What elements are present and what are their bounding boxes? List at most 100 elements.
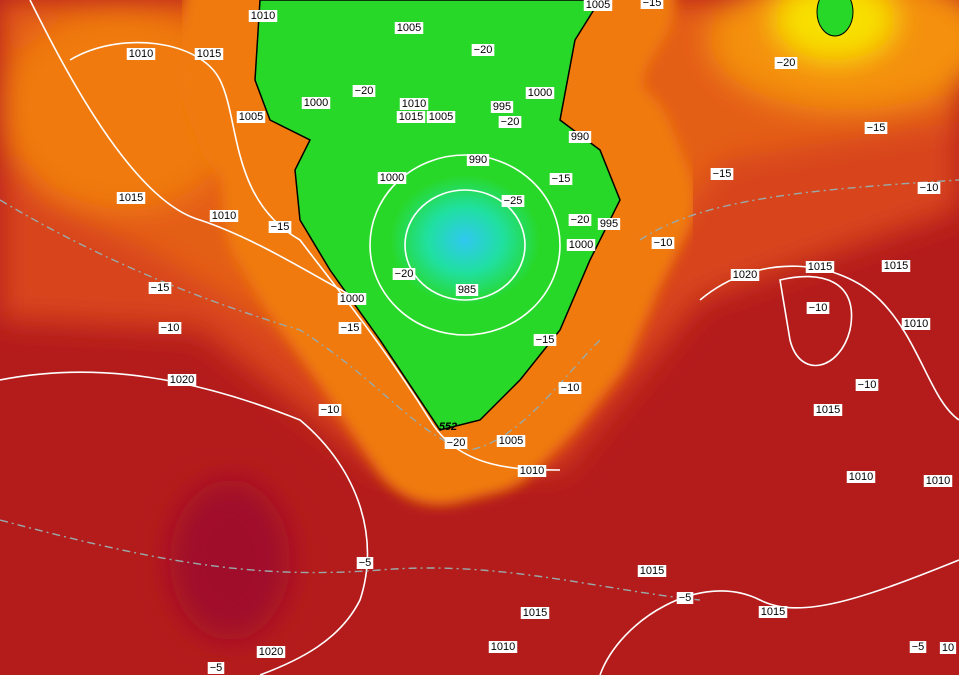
pressure-label-box [805, 261, 835, 273]
pressure-label-box [455, 284, 479, 296]
temperature-label-box [568, 214, 592, 226]
pressure-label: 1020 [259, 646, 283, 658]
pressure-label: 10 [942, 642, 954, 654]
pressure-label: 1015 [523, 607, 547, 619]
pressure-label-box [517, 465, 547, 477]
temperature-label-box [533, 334, 557, 346]
temperature-label: −5 [359, 557, 372, 569]
pressure-label: 1005 [429, 111, 453, 123]
cold-center [390, 175, 540, 305]
pressure-label-box [426, 111, 456, 123]
temperature-label: −20 [777, 57, 796, 69]
pressure-label-box [337, 293, 367, 305]
pressure-label: 985 [458, 284, 476, 296]
pressure-label: 1000 [528, 87, 552, 99]
pressure-label-box [568, 131, 592, 143]
pressure-label: 1015 [884, 260, 908, 272]
pressure-label-box [881, 260, 911, 272]
contour-label: 552 [439, 421, 457, 433]
cold-region [816, 0, 854, 37]
temperature-label-box [710, 168, 734, 180]
pressure-label: 1010 [904, 318, 928, 330]
pressure-label: 1015 [197, 48, 221, 60]
pressure-label-box [248, 10, 278, 22]
pressure-label: 1020 [170, 374, 194, 386]
temperature-label-box [501, 195, 525, 207]
pressure-label-box [846, 471, 876, 483]
temperature-label-box [318, 404, 342, 416]
pressure-label: 1005 [586, 0, 610, 11]
pressure-label-box [194, 48, 224, 60]
temperature-label: −20 [355, 85, 374, 97]
pressure-label: 1020 [733, 269, 757, 281]
temperature-label-box [917, 182, 941, 194]
pressure-label-box [126, 48, 156, 60]
pressure-label-box [377, 172, 407, 184]
isotherms [0, 179, 959, 601]
temperature-label: −15 [643, 0, 662, 9]
pressure-label-box [597, 218, 621, 230]
temperature-label-box [158, 322, 182, 334]
temperature-label: −20 [571, 214, 590, 226]
pressure-label: 1010 [926, 475, 950, 487]
pressure-label-box [758, 606, 788, 618]
temperature-label: −10 [920, 182, 939, 194]
temperature-label-box [558, 382, 582, 394]
pressure-label: 1010 [251, 10, 275, 22]
pressure-label: 1015 [761, 606, 785, 618]
pressure-label-box [813, 404, 843, 416]
temperature-label: −15 [151, 282, 170, 294]
temperature-label-box [498, 116, 522, 128]
pressure-label-box [901, 318, 931, 330]
temperature-label: −20 [501, 116, 520, 128]
pressure-label-box [466, 154, 490, 166]
pressure-label-box [394, 22, 424, 34]
pressure-label-box [525, 87, 555, 99]
temperature-label: −10 [161, 322, 180, 334]
temperature-label: −15 [867, 122, 886, 134]
temperature-label-box [444, 437, 468, 449]
temperature-label-box [148, 282, 172, 294]
temperature-label-box [268, 221, 292, 233]
temperature-label-box [471, 44, 495, 56]
temperature-label: −15 [341, 322, 360, 334]
temperature-label: −15 [536, 334, 555, 346]
pressure-label: 1000 [304, 97, 328, 109]
temperature-label: −5 [679, 592, 692, 604]
pressure-label-box [399, 98, 429, 110]
pressure-label: 1005 [499, 435, 523, 447]
pressure-label: 1015 [640, 565, 664, 577]
pressure-label-box [488, 641, 518, 653]
temperature-label-box [651, 237, 675, 249]
temperature-label: −10 [561, 382, 580, 394]
pressure-label-box [209, 210, 239, 222]
temperature-label-box [392, 268, 416, 280]
pressure-label: 995 [493, 101, 511, 113]
pressure-label: 995 [600, 218, 618, 230]
pressure-label: 990 [469, 154, 487, 166]
temperature-label-box [774, 57, 798, 69]
pressure-label: 990 [571, 131, 589, 143]
temperature-label-box [806, 302, 830, 314]
pressure-label: 1010 [212, 210, 236, 222]
pressure-label: 1015 [816, 404, 840, 416]
temperature-label-box [909, 641, 927, 653]
pressure-label: 1010 [520, 465, 544, 477]
temperature-label-box [864, 122, 888, 134]
pressure-label-box [939, 642, 957, 654]
pressure-label: 1010 [491, 641, 515, 653]
temperature-label: −20 [474, 44, 493, 56]
pressure-label-box [637, 565, 667, 577]
temperature-label: −10 [321, 404, 340, 416]
pressure-label-box [583, 0, 613, 11]
pressure-label: 1005 [239, 111, 263, 123]
pressure-label: 1010 [129, 48, 153, 60]
temperature-label: −25 [504, 195, 523, 207]
temperature-label-box [338, 322, 362, 334]
pressure-label-box [566, 239, 596, 251]
labels: 1010 1005 1010 1015 1005 1000 1010 1015 1005 1000… [116, 0, 957, 674]
temperature-label-box [549, 173, 573, 185]
pressure-label: 1015 [119, 192, 143, 204]
